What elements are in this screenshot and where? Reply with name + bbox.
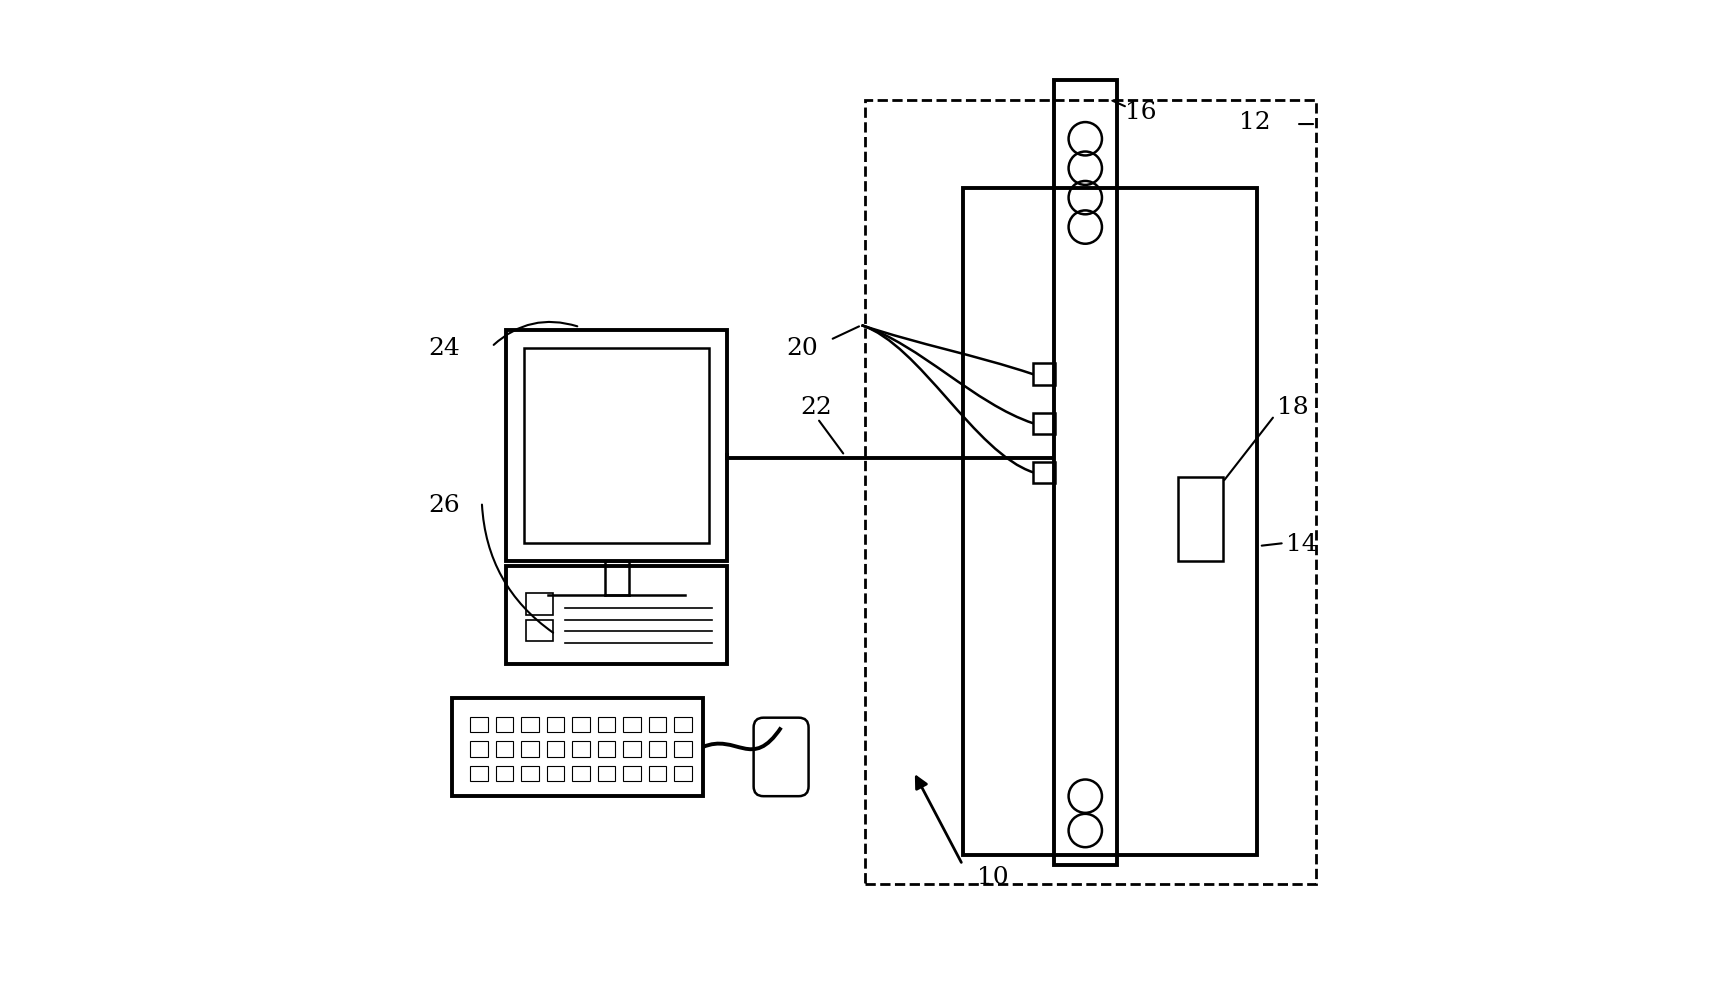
Bar	[598, 766, 616, 781]
Bar	[470, 716, 488, 732]
Text: 18: 18	[1276, 396, 1309, 418]
Bar	[598, 716, 616, 732]
Text: 12: 12	[1240, 111, 1271, 134]
Text: 20: 20	[787, 337, 818, 359]
Bar	[1179, 477, 1222, 561]
Bar	[1055, 80, 1117, 865]
Bar	[1034, 412, 1055, 434]
Bar	[546, 716, 564, 732]
Text: 26: 26	[427, 494, 460, 517]
Bar	[622, 766, 641, 781]
Bar	[496, 766, 514, 781]
Text: 24: 24	[427, 337, 460, 359]
Text: 10: 10	[977, 867, 1010, 890]
Bar	[674, 716, 692, 732]
Bar	[524, 347, 709, 543]
Text: 16: 16	[1124, 101, 1157, 124]
Bar	[526, 620, 553, 642]
Text: 22: 22	[801, 396, 832, 418]
Bar	[470, 766, 488, 781]
Bar	[622, 716, 641, 732]
Bar	[520, 741, 539, 757]
Bar	[520, 766, 539, 781]
Bar	[1034, 461, 1055, 483]
Bar	[520, 716, 539, 732]
Bar	[963, 188, 1257, 855]
Bar	[1034, 363, 1055, 385]
Bar	[572, 716, 590, 732]
Bar	[674, 766, 692, 781]
Bar	[470, 741, 488, 757]
Bar	[507, 330, 728, 561]
Bar	[864, 99, 1316, 885]
Bar	[622, 741, 641, 757]
Bar	[507, 566, 728, 664]
Bar	[496, 716, 514, 732]
Bar	[526, 593, 553, 615]
Bar	[546, 741, 564, 757]
Bar	[546, 766, 564, 781]
Bar	[453, 698, 702, 796]
Bar	[674, 741, 692, 757]
Bar	[572, 766, 590, 781]
Bar	[648, 741, 666, 757]
Bar	[572, 741, 590, 757]
Bar	[496, 741, 514, 757]
Text: 14: 14	[1286, 533, 1317, 556]
Bar	[598, 741, 616, 757]
Bar	[648, 716, 666, 732]
Bar	[648, 766, 666, 781]
